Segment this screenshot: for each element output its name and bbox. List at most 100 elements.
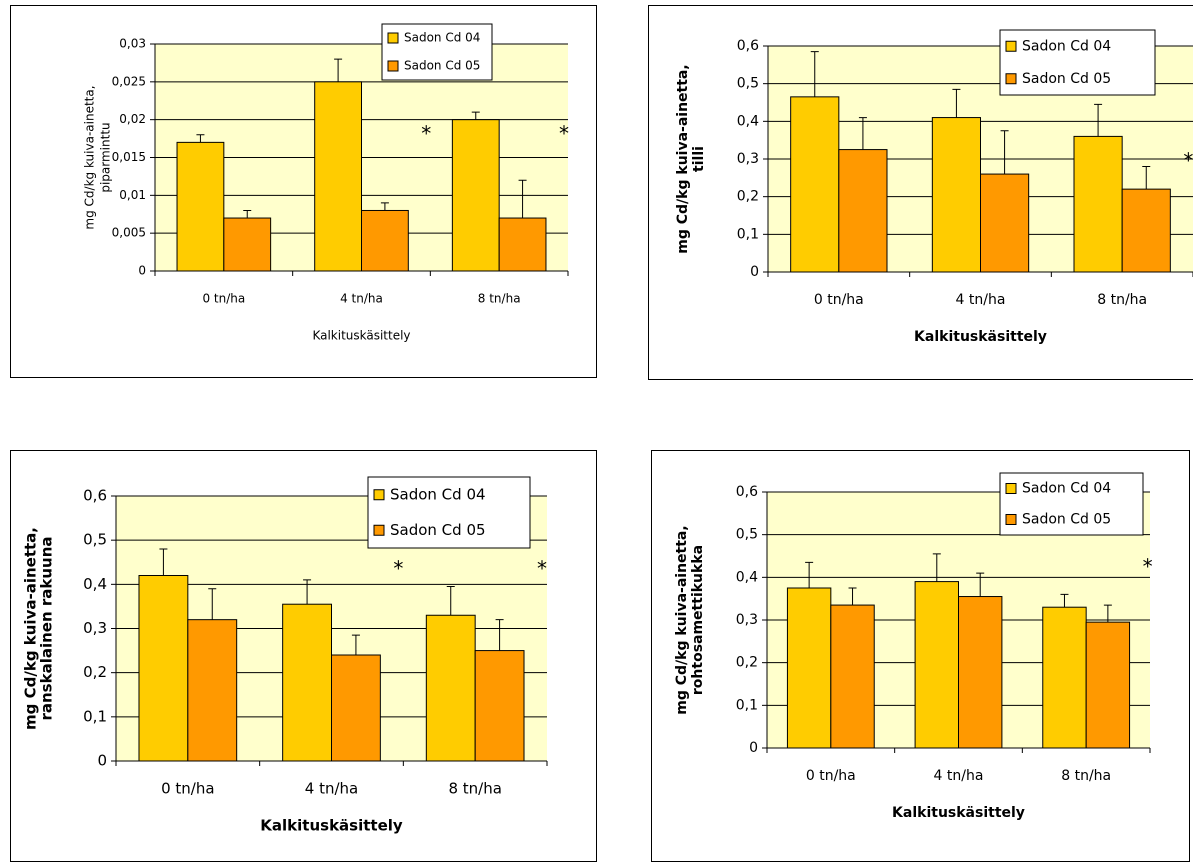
error-bar [446, 586, 455, 616]
bar [838, 149, 888, 273]
bar [1085, 621, 1131, 749]
y-axis-label: ranskalainen rakuuna [38, 536, 56, 720]
x-tick-label: 0 tn/ha [806, 768, 856, 784]
x-axis-label: Kalkituskäsittely [914, 329, 1047, 345]
bar [451, 119, 500, 272]
error-bar [810, 51, 819, 97]
legend-label: Sadon Cd 05 [1022, 71, 1111, 87]
y-tick-label: 0,4 [737, 113, 759, 129]
x-tick-label: 0 tn/ha [161, 780, 214, 798]
error-bar [976, 572, 985, 597]
y-axis-label: mg Cd/kg kuiva-ainetta, [674, 525, 690, 714]
y-tick-label: 0,1 [737, 226, 759, 242]
annotation: * [1143, 555, 1153, 579]
bar [187, 619, 238, 762]
x-tick-label: 0 tn/ha [202, 292, 245, 306]
x-tick-label: 4 tn/ha [934, 768, 984, 784]
bar [790, 96, 840, 273]
y-axis-label: tilli [691, 146, 707, 172]
y-tick-label: 0,2 [736, 655, 758, 671]
legend-swatch [1005, 73, 1017, 85]
legend-box [381, 23, 493, 81]
y-tick-label: 0,6 [736, 484, 758, 500]
bar [474, 650, 525, 762]
y-tick-label: 0 [138, 264, 146, 278]
x-axis-label: Kalkituskäsittely [892, 805, 1025, 821]
y-axis-label: mg Cd/kg kuiva-ainetta, [22, 527, 40, 730]
legend-box [999, 29, 1156, 96]
legend-label: Sadon Cd 05 [1022, 512, 1111, 528]
y-tick-label: 0,5 [83, 531, 107, 549]
y-tick-label: 0,6 [83, 487, 107, 505]
legend-label: Sadon Cd 04 [1022, 38, 1111, 54]
error-bar [1142, 166, 1151, 190]
y-tick-label: 0,025 [112, 74, 146, 88]
y-axis-label: rohtosamettikukka [690, 545, 706, 695]
error-bar [952, 88, 961, 118]
y-tick-label: 0,1 [83, 707, 107, 725]
error-bar [805, 561, 814, 588]
error-bar [334, 58, 343, 82]
error-bar [243, 209, 252, 219]
error-bar [380, 202, 389, 211]
annotation: * [393, 557, 403, 581]
y-tick-label: 0,02 [119, 112, 146, 126]
y-tick-label: 0,5 [736, 527, 758, 543]
y-tick-label: 0 [749, 740, 758, 756]
y-tick-label: 0,2 [83, 663, 107, 681]
bar [361, 209, 409, 272]
error-bar [1103, 604, 1112, 623]
x-axis-label: Kalkituskäsittely [260, 817, 403, 835]
x-tick-label: 8 tn/ha [478, 292, 521, 306]
y-axis-label: mg Cd/kg kuiva-ainetta, [83, 85, 97, 229]
legend-label: Sadon Cd 04 [1022, 481, 1111, 497]
legend-swatch [1005, 40, 1017, 52]
bar [830, 604, 875, 749]
bar [498, 217, 547, 272]
legend-swatch [373, 489, 385, 501]
legend-swatch [387, 60, 399, 72]
bar [914, 581, 959, 749]
error-bar [196, 134, 205, 143]
x-tick-label: 4 tn/ha [956, 292, 1006, 308]
bar [786, 587, 832, 749]
legend-swatch [387, 32, 399, 44]
bar [176, 141, 225, 272]
bar [1073, 135, 1123, 273]
legend-label: Sadon Cd 04 [390, 485, 486, 503]
x-tick-label: 8 tn/ha [448, 780, 501, 798]
y-tick-label: 0,03 [119, 37, 146, 51]
annotation: * [537, 557, 547, 581]
error-bar [208, 588, 217, 620]
error-bar [518, 179, 527, 219]
bar [282, 603, 332, 762]
legend-box [999, 472, 1144, 536]
y-tick-label: 0 [97, 752, 107, 770]
bar [980, 173, 1030, 273]
x-tick-label: 4 tn/ha [305, 780, 358, 798]
y-tick-label: 0,4 [83, 575, 107, 593]
error-bar [303, 579, 312, 605]
error-bar [1094, 103, 1103, 137]
y-tick-label: 0,005 [112, 226, 146, 240]
annotation: * [559, 122, 569, 146]
y-tick-label: 0,3 [736, 612, 758, 628]
annotation: * [1183, 149, 1193, 173]
error-bar [848, 587, 857, 606]
bar [223, 217, 272, 272]
y-tick-label: 0,6 [737, 38, 759, 54]
y-tick-label: 0,1 [736, 697, 758, 713]
legend-label: Sadon Cd 04 [404, 31, 480, 45]
bar [931, 117, 981, 273]
x-tick-label: 8 tn/ha [1061, 768, 1111, 784]
bar [958, 596, 1003, 749]
legend-swatch [1005, 483, 1017, 494]
bar [1121, 188, 1171, 273]
legend-label: Sadon Cd 05 [390, 521, 486, 539]
error-bar [1000, 130, 1009, 175]
x-tick-label: 4 tn/ha [340, 292, 383, 306]
error-bar [471, 111, 480, 120]
y-axis-label: mg Cd/kg kuiva-ainetta, [675, 64, 691, 253]
bar [425, 614, 476, 762]
